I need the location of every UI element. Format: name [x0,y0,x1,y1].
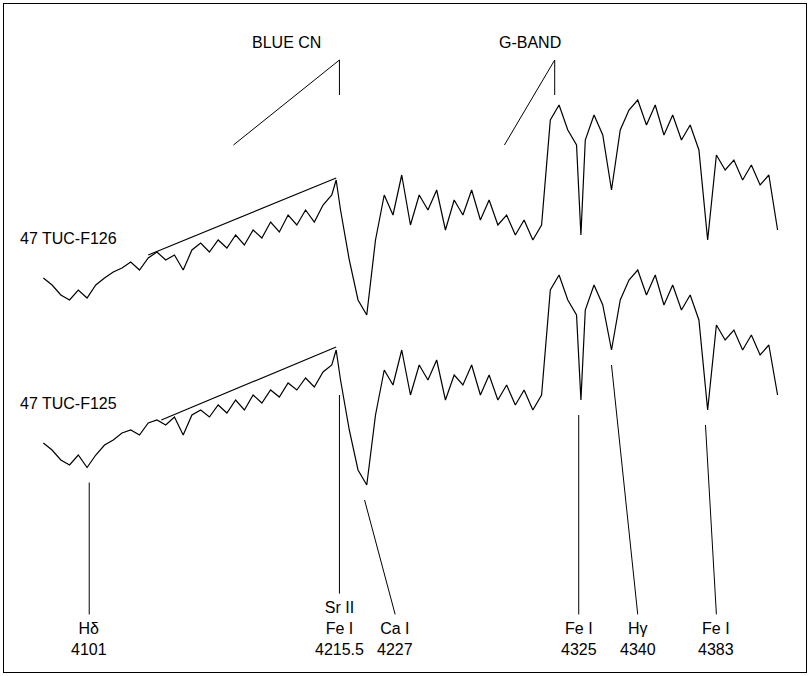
svg-text:Fe I4383: Fe I4383 [698,620,734,658]
svg-text:Fe I4325: Fe I4325 [561,620,597,658]
svg-text:Sr IIFe I4215.5: Sr IIFe I4215.5 [315,599,364,658]
svg-text:Ca I4227: Ca I4227 [377,620,413,658]
svg-text:BLUE CN: BLUE CN [252,34,321,51]
svg-text:G-BAND: G-BAND [499,34,561,51]
svg-text:47 TUC-F125: 47 TUC-F125 [20,395,117,412]
svg-text:47 TUC-F126: 47 TUC-F126 [20,230,117,247]
svg-text:Hδ4101: Hδ4101 [71,620,107,658]
svg-text:Hγ4340: Hγ4340 [620,620,656,658]
